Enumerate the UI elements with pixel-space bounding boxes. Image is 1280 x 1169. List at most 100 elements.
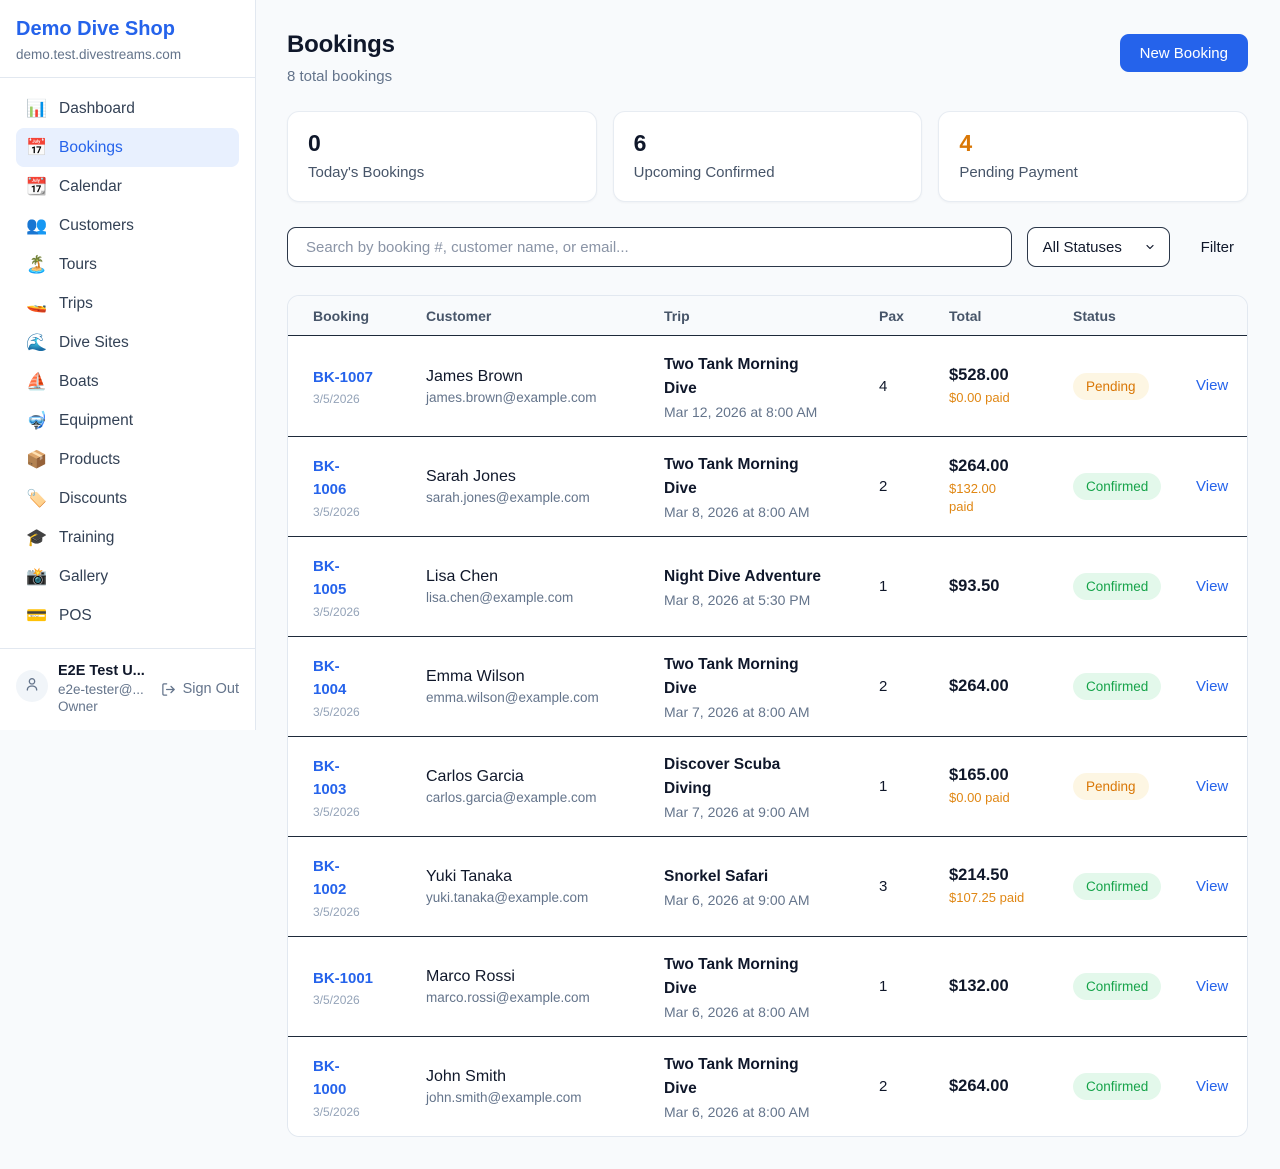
trip-name: Discover Scuba Diving — [664, 756, 781, 798]
sidebar-item-label: Calendar — [59, 177, 122, 195]
status-select[interactable]: All Statuses — [1026, 227, 1170, 268]
filter-button[interactable]: Filter — [1185, 239, 1248, 256]
amount-paid: $132.00 paid — [949, 481, 996, 515]
column-header-customer: Customer — [426, 307, 492, 324]
new-booking-button[interactable]: New Booking — [1119, 34, 1248, 72]
sidebar-item-calendar[interactable]: 📆 Calendar — [16, 167, 239, 206]
view-link[interactable]: View — [1196, 977, 1229, 995]
booking-id-link[interactable]: BK- 1006 — [313, 458, 347, 499]
table-row: BK-1001 3/5/2026 Marco Rossi marco.rossi@ex… — [288, 936, 1247, 1037]
pax-cell: 2 — [879, 1078, 888, 1096]
sidebar-item-bookings[interactable]: 📅 Bookings — [16, 128, 239, 167]
status-cell: Confirmed — [1073, 873, 1186, 901]
booking-cell: BK- 1000 3/5/2026 — [313, 1055, 426, 1119]
sidebar-item-discounts[interactable]: 🏷️ Discounts — [16, 479, 239, 518]
trip-datetime: Mar 7, 2026 at 8:00 AM — [664, 704, 810, 721]
sidebar-item-equipment[interactable]: 🤿 Equipment — [16, 401, 239, 440]
total-amount: $264.00 — [949, 677, 1009, 696]
brand-name: Demo Dive Shop — [16, 18, 175, 40]
avatar — [16, 670, 48, 702]
view-link[interactable]: View — [1196, 377, 1229, 395]
trip-name: Two Tank Morning Dive — [664, 456, 799, 498]
sidebar-item-tours[interactable]: 🏝️ Tours — [16, 245, 239, 284]
customer-email: yuki.tanaka@example.com — [426, 890, 589, 906]
pax-cell: 1 — [879, 578, 888, 596]
booking-cell: BK-1001 3/5/2026 — [313, 967, 426, 1007]
booking-cell: BK- 1004 3/5/2026 — [313, 655, 426, 719]
sidebar-item-dive-sites[interactable]: 🌊 Dive Sites — [16, 323, 239, 362]
view-link[interactable]: View — [1196, 577, 1229, 595]
booking-id-link[interactable]: BK- 1003 — [313, 758, 347, 799]
trip-cell: Discover Scuba Diving Mar 7, 2026 at 9:00 … — [664, 753, 879, 820]
sidebar-item-gallery[interactable]: 📸 Gallery — [16, 557, 239, 596]
stat-card-pending-payment: 4 Pending Payment — [938, 111, 1248, 203]
column-header-booking: Booking — [313, 307, 369, 324]
booking-id-link[interactable]: BK- 1004 — [313, 658, 347, 699]
customer-email: john.smith@example.com — [426, 1090, 582, 1106]
booking-id-link[interactable]: BK- 1002 — [313, 858, 347, 899]
status-badge: Pending — [1073, 773, 1149, 801]
sidebar-item-boats[interactable]: ⛵ Boats — [16, 362, 239, 401]
stat-value: 4 — [959, 130, 973, 156]
trip-datetime: Mar 7, 2026 at 9:00 AM — [664, 804, 810, 821]
sidebar-item-label: Training — [59, 528, 115, 546]
status-cell: Confirmed — [1073, 473, 1186, 501]
view-link[interactable]: View — [1196, 1077, 1229, 1095]
stat-card-today-s-bookings: 0 Today's Bookings — [287, 111, 597, 203]
diving-mask-icon: 🤿 — [26, 411, 48, 430]
pax-cell: 1 — [879, 778, 888, 796]
customer-name: Sarah Jones — [426, 468, 516, 486]
booking-id-link[interactable]: BK-1001 — [313, 969, 374, 987]
view-cell: View — [1186, 377, 1247, 395]
user-email-row: e2e-tester@... Sign Out — [58, 681, 239, 697]
status-badge: Confirmed — [1073, 873, 1162, 901]
customer-name: Yuki Tanaka — [426, 868, 512, 886]
sidebar: Demo Dive Shop demo.test.divestreams.com… — [0, 0, 256, 730]
sidebar-item-training[interactable]: 🎓 Training — [16, 518, 239, 557]
booking-date: 3/5/2026 — [313, 804, 360, 819]
view-cell: View — [1186, 678, 1247, 696]
view-link[interactable]: View — [1196, 877, 1229, 895]
customer-email: james.brown@example.com — [426, 389, 597, 405]
total-cell: $132.00 — [949, 977, 1073, 996]
trip-name: Two Tank Morning Dive — [664, 355, 799, 397]
customer-email: lisa.chen@example.com — [426, 590, 574, 606]
sidebar-item-products[interactable]: 📦 Products — [16, 440, 239, 479]
customer-email: marco.rossi@example.com — [426, 990, 590, 1006]
view-link[interactable]: View — [1196, 777, 1229, 795]
sidebar-item-dashboard[interactable]: 📊 Dashboard — [16, 89, 239, 128]
booking-id-link[interactable]: BK-1007 — [313, 369, 374, 387]
island-icon: 🏝️ — [26, 255, 48, 274]
booking-date: 3/5/2026 — [313, 904, 360, 919]
sign-out-button[interactable]: Sign Out — [153, 681, 239, 697]
sign-out-icon — [161, 682, 176, 697]
stat-value: 0 — [308, 130, 321, 156]
view-cell: View — [1186, 778, 1247, 796]
sidebar-item-trips[interactable]: 🚤 Trips — [16, 284, 239, 323]
sign-out-label: Sign Out — [182, 681, 239, 697]
sidebar-item-pos[interactable]: 💳 POS — [16, 596, 239, 635]
status-cell: Pending — [1073, 773, 1186, 801]
brand-domain: demo.test.divestreams.com — [16, 47, 182, 62]
sidebar-item-customers[interactable]: 👥 Customers — [16, 206, 239, 245]
customer-cell: Emma Wilson emma.wilson@example.com — [426, 668, 664, 705]
table-body: BK-1007 3/5/2026 James Brown james.brown@ex… — [288, 336, 1247, 1137]
trip-name: Two Tank Morning Dive — [664, 1056, 799, 1098]
view-link[interactable]: View — [1196, 677, 1229, 695]
view-cell: View — [1186, 578, 1247, 596]
amount-paid: $107.25 paid — [949, 890, 1025, 906]
total-cell: $264.00 — [949, 1077, 1073, 1096]
bar-chart-icon: 📊 — [26, 99, 48, 118]
customer-cell: Marco Rossi marco.rossi@example.com — [426, 968, 664, 1005]
search-input[interactable] — [287, 227, 1012, 268]
total-cell: $214.50 $107.25 paid — [949, 866, 1073, 907]
status-select-value: All Statuses — [1042, 238, 1122, 256]
table-row: BK- 1000 3/5/2026 John Smith john.smith@exam… — [288, 1036, 1247, 1137]
view-link[interactable]: View — [1196, 477, 1229, 495]
total-amount: $165.00 — [949, 766, 1009, 785]
view-cell: View — [1186, 978, 1247, 996]
customer-name: Carlos Garcia — [426, 768, 524, 786]
booking-id-link[interactable]: BK- 1005 — [313, 558, 347, 599]
booking-id-link[interactable]: BK- 1000 — [313, 1058, 347, 1099]
stat-label: Upcoming Confirmed — [633, 164, 775, 182]
